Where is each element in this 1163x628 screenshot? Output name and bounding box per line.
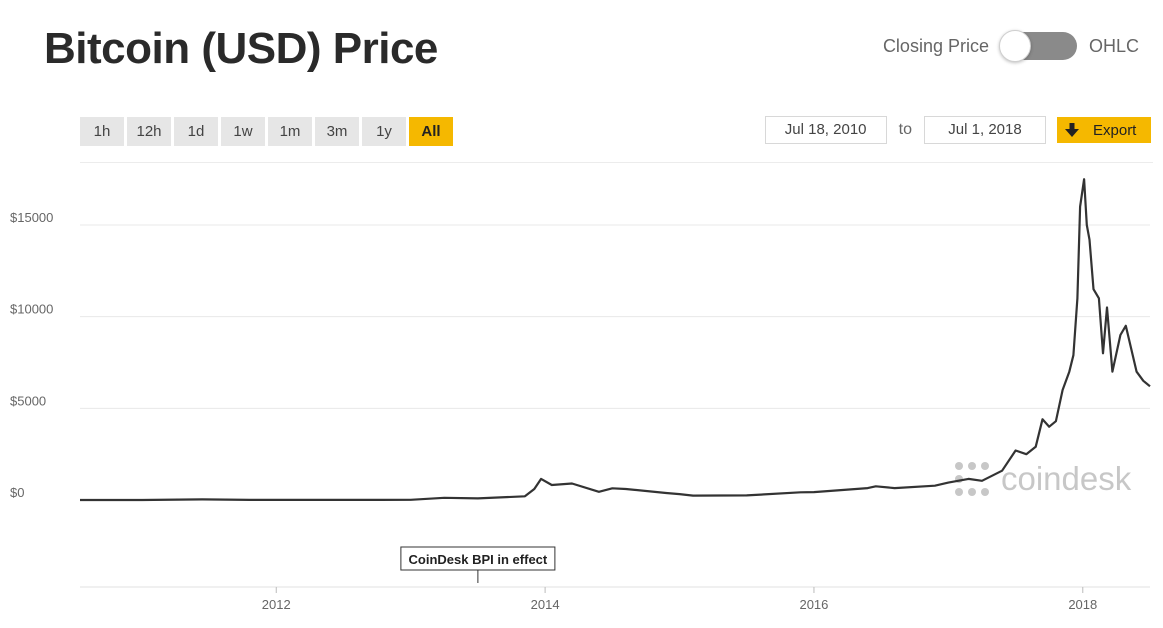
- start-date-field[interactable]: Jul 18, 2010: [764, 116, 887, 144]
- bpi-annotation-label: CoinDesk BPI in effect: [409, 552, 548, 567]
- x-tick-label: 2014: [531, 597, 560, 612]
- y-tick-label: $10000: [10, 302, 53, 317]
- x-tick-label: 2012: [262, 597, 291, 612]
- toggle-knob[interactable]: [998, 30, 1031, 62]
- range-button-1d[interactable]: 1d: [174, 117, 218, 146]
- y-tick-label: $5000: [10, 393, 46, 408]
- y-tick-label: $0: [10, 485, 24, 500]
- date-range-controls: Jul 18, 2010 to Jul 1, 2018 Export: [764, 116, 1151, 144]
- page-title: Bitcoin (USD) Price: [44, 24, 438, 73]
- time-range-selector: 1h 12h 1d 1w 1m 3m 1y All: [80, 117, 453, 146]
- header-divider: [80, 162, 1153, 163]
- closing-price-label[interactable]: Closing Price: [882, 35, 989, 56]
- bpi-annotation: CoinDesk BPI in effect: [400, 546, 556, 583]
- x-tick-label: 2018: [1068, 597, 1097, 612]
- download-arrow-icon: [1065, 123, 1079, 137]
- export-label: Export: [1093, 121, 1137, 139]
- range-button-1m[interactable]: 1m: [268, 117, 312, 146]
- date-to-label: to: [898, 121, 912, 138]
- price-series-line: [80, 178, 1151, 502]
- ohlc-label[interactable]: OHLC: [1088, 35, 1139, 56]
- range-button-1h[interactable]: 1h: [80, 117, 124, 146]
- end-date-field[interactable]: Jul 1, 2018: [924, 116, 1046, 144]
- coindesk-logo-icon: [955, 462, 989, 496]
- range-button-1w[interactable]: 1w: [221, 117, 265, 146]
- range-button-1y[interactable]: 1y: [362, 117, 406, 146]
- price-mode-toggle-group: Closing Price OHLC: [882, 30, 1139, 62]
- x-tick-label: 2016: [799, 597, 828, 612]
- range-button-3m[interactable]: 3m: [315, 117, 359, 146]
- range-button-12h[interactable]: 12h: [127, 117, 171, 146]
- range-button-all[interactable]: All: [409, 117, 453, 146]
- coindesk-watermark: coindesk: [955, 460, 1132, 497]
- coindesk-watermark-text: coindesk: [1001, 460, 1132, 497]
- y-tick-label: $15000: [10, 210, 53, 225]
- price-mode-toggle[interactable]: [998, 30, 1077, 62]
- export-button[interactable]: Export: [1057, 117, 1151, 143]
